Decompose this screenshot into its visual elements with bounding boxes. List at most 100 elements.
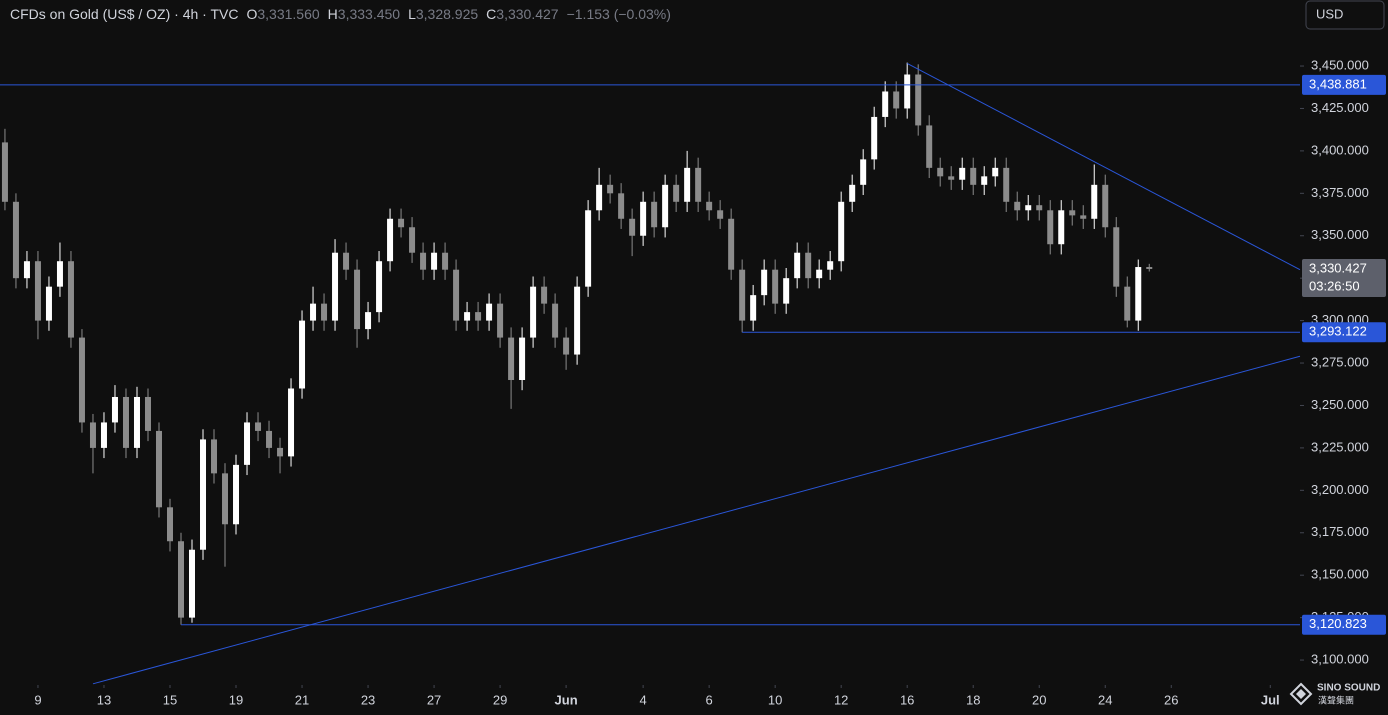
candle-body: [695, 167, 702, 202]
candle-body: [706, 201, 713, 211]
candle-body: [1, 142, 8, 202]
x-tick-label: 23: [361, 692, 375, 707]
candle-body: [915, 74, 922, 126]
candle-body: [607, 184, 614, 194]
candle-body: [1069, 210, 1076, 216]
candle-body: [673, 184, 680, 202]
x-tick-label: 4: [640, 692, 647, 707]
candle-body: [34, 261, 41, 321]
level-badge: [1302, 614, 1386, 635]
x-tick-label: 29: [493, 692, 507, 707]
candle-body: [640, 201, 647, 236]
x-tick-label: 26: [1164, 692, 1178, 707]
trend-line: [906, 63, 1301, 271]
candle-body: [420, 252, 427, 270]
level-badge: [1302, 322, 1386, 343]
candle-body: [288, 388, 295, 457]
candle-body: [233, 464, 240, 525]
x-tick-label: 18: [966, 692, 980, 707]
candle-body: [255, 422, 262, 431]
y-tick-label: 3,375.000: [1311, 185, 1369, 200]
candle-body: [1025, 205, 1032, 211]
candle-body: [89, 422, 96, 448]
candle-body: [475, 312, 482, 321]
candle-body: [959, 167, 966, 180]
y-tick-label: 3,100.000: [1311, 651, 1369, 666]
candle-body: [816, 269, 823, 279]
level-badge: [1302, 74, 1386, 95]
ohlc-key: C: [486, 6, 497, 22]
x-tick-label: Jun: [555, 692, 578, 707]
candle-body: [299, 320, 306, 389]
candle-body: [78, 337, 85, 423]
candle-body: [728, 218, 735, 270]
candle-body: [266, 430, 273, 448]
symbol-title: CFDs on Gold (US$ / OZ) · 4h · TVC: [10, 6, 239, 22]
candle-body: [56, 261, 63, 287]
candle-body: [100, 422, 107, 448]
candle-body: [761, 269, 768, 296]
x-tick-label: 10: [768, 692, 782, 707]
candle-body: [882, 91, 889, 117]
candle-body: [200, 439, 207, 550]
y-tick-label: 3,425.000: [1311, 100, 1369, 115]
x-tick-label: 27: [427, 692, 441, 707]
y-tick-label: 3,175.000: [1311, 524, 1369, 539]
x-tick-label: 20: [1032, 692, 1046, 707]
ohlc-key: L: [408, 6, 416, 22]
candle-body: [662, 184, 669, 228]
x-tick-label: 12: [834, 692, 848, 707]
candle-body: [1091, 184, 1098, 219]
x-tick-label: 9: [34, 692, 41, 707]
ohlc-legend: O3,331.560 H3,333.450 L3,328.925 C3,330.427: [238, 6, 558, 22]
candle-body: [277, 447, 284, 457]
currency-label[interactable]: USD: [1316, 6, 1343, 21]
candle-body: [1135, 267, 1142, 321]
candle-body: [453, 269, 460, 321]
trend-line: [92, 355, 1301, 685]
ohlc-key: H: [327, 6, 338, 22]
candle-body: [574, 286, 581, 355]
candle-body: [431, 252, 438, 270]
candle-body: [1146, 267, 1153, 269]
candle-body: [67, 261, 74, 338]
candle-body: [1113, 227, 1120, 287]
y-tick-label: 3,450.000: [1311, 57, 1369, 72]
candle-body: [155, 430, 162, 508]
candle-body: [794, 252, 801, 279]
candle-body: [354, 269, 361, 330]
candle-body: [166, 507, 173, 542]
logo-icon: [1289, 682, 1313, 706]
candle-body: [398, 218, 405, 228]
candle-body: [464, 312, 471, 321]
candle-body: [409, 227, 416, 253]
candle-body: [111, 396, 118, 423]
candle-body: [1102, 184, 1109, 228]
price-change: −1.153 (−0.03%): [566, 6, 671, 22]
y-tick-label: 3,250.000: [1311, 397, 1369, 412]
candle-body: [1036, 205, 1043, 211]
candle-body: [45, 286, 52, 321]
candle-body: [321, 303, 328, 321]
candle-body: [585, 210, 592, 287]
candle-body: [365, 312, 372, 330]
y-tick-label: 3,150.000: [1311, 567, 1369, 582]
candle-body: [750, 295, 757, 321]
candle-body: [629, 218, 636, 236]
candle-body: [772, 269, 779, 304]
ohlc-value: 3,330.427: [496, 6, 559, 22]
x-tick-label: Jul: [1261, 692, 1280, 707]
ohlc-value: 3,333.450: [337, 6, 401, 22]
candle-body: [893, 91, 900, 109]
candle-body: [1124, 286, 1131, 321]
brand-sub: 漢聲集團: [1318, 694, 1354, 705]
level-label: 3,293.122: [1309, 324, 1367, 339]
candle-body: [211, 439, 218, 474]
currency-button[interactable]: [1305, 0, 1385, 30]
candle-body: [376, 261, 383, 313]
candle-body: [651, 201, 658, 228]
level-label: 3,120.823: [1309, 616, 1367, 631]
candle-body: [717, 210, 724, 219]
